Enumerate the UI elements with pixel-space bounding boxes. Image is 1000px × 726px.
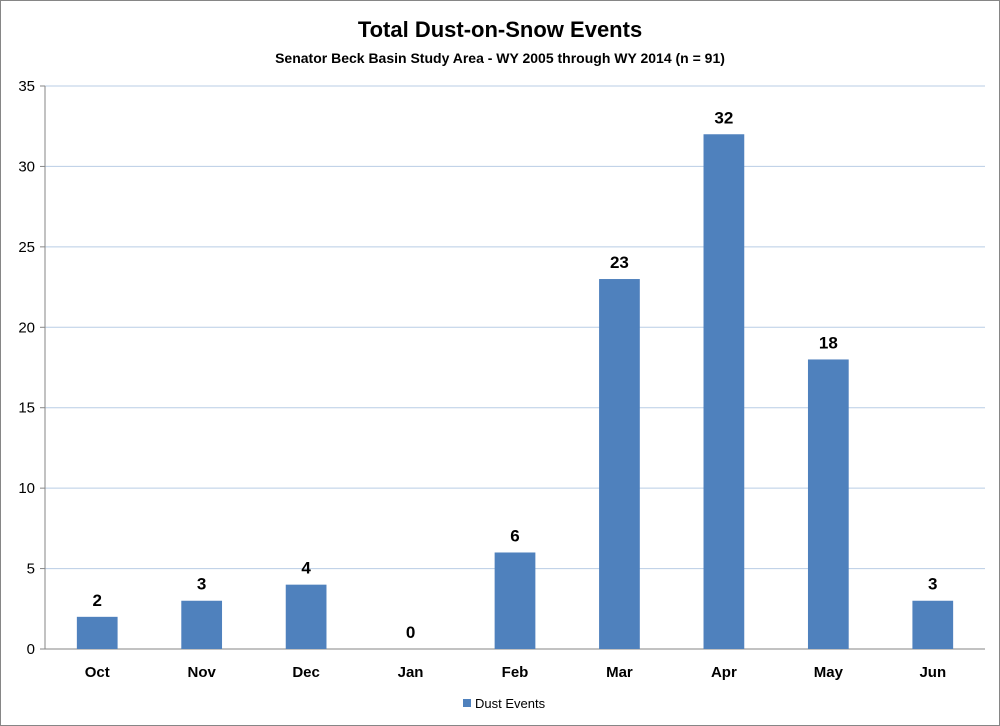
bar-feb xyxy=(494,552,536,649)
gridlines xyxy=(45,85,985,570)
data-label-may: 18 xyxy=(819,333,838,352)
bar-dec xyxy=(285,584,327,649)
data-label-mar: 23 xyxy=(610,253,629,272)
chart-subtitle: Senator Beck Basin Study Area - WY 2005 … xyxy=(275,50,725,66)
x-tick-label-mar: Mar xyxy=(606,664,633,681)
legend: Dust Events xyxy=(463,696,546,711)
bar-mar xyxy=(599,279,640,649)
y-tick-label: 5 xyxy=(27,561,35,578)
data-label-nov: 3 xyxy=(197,575,206,594)
x-tick-label-may: May xyxy=(814,664,844,681)
legend-label: Dust Events xyxy=(475,696,546,711)
data-label-apr: 32 xyxy=(714,108,733,127)
y-tick-label: 30 xyxy=(18,158,35,175)
bar-may xyxy=(807,359,849,649)
x-tick-label-feb: Feb xyxy=(502,664,529,681)
bar-apr xyxy=(703,134,745,649)
bar-jun xyxy=(912,600,954,649)
x-tick-label-dec: Dec xyxy=(292,664,320,681)
x-tick-label-nov: Nov xyxy=(187,664,216,681)
x-tick-label-apr: Apr xyxy=(711,664,737,681)
data-label-jun: 3 xyxy=(928,575,937,594)
y-tick-label: 0 xyxy=(27,641,35,658)
bar-oct xyxy=(76,616,118,649)
legend-swatch xyxy=(463,699,471,707)
data-label-dec: 4 xyxy=(301,559,311,578)
x-tick-label-oct: Oct xyxy=(85,664,110,681)
x-tick-label-jun: Jun xyxy=(919,664,946,681)
data-label-feb: 6 xyxy=(510,526,519,545)
x-tick-label-jan: Jan xyxy=(398,664,424,681)
chart-title: Total Dust-on-Snow Events xyxy=(358,17,642,42)
y-tick-label: 25 xyxy=(18,239,35,256)
data-label-oct: 2 xyxy=(92,591,101,610)
data-label-jan: 0 xyxy=(406,623,415,642)
y-tick-label: 10 xyxy=(18,480,35,497)
y-tick-label: 20 xyxy=(18,319,35,336)
y-tick-label: 15 xyxy=(18,400,35,417)
bar-nov xyxy=(181,600,223,649)
y-tick-label: 35 xyxy=(18,78,35,95)
bars xyxy=(76,134,954,649)
